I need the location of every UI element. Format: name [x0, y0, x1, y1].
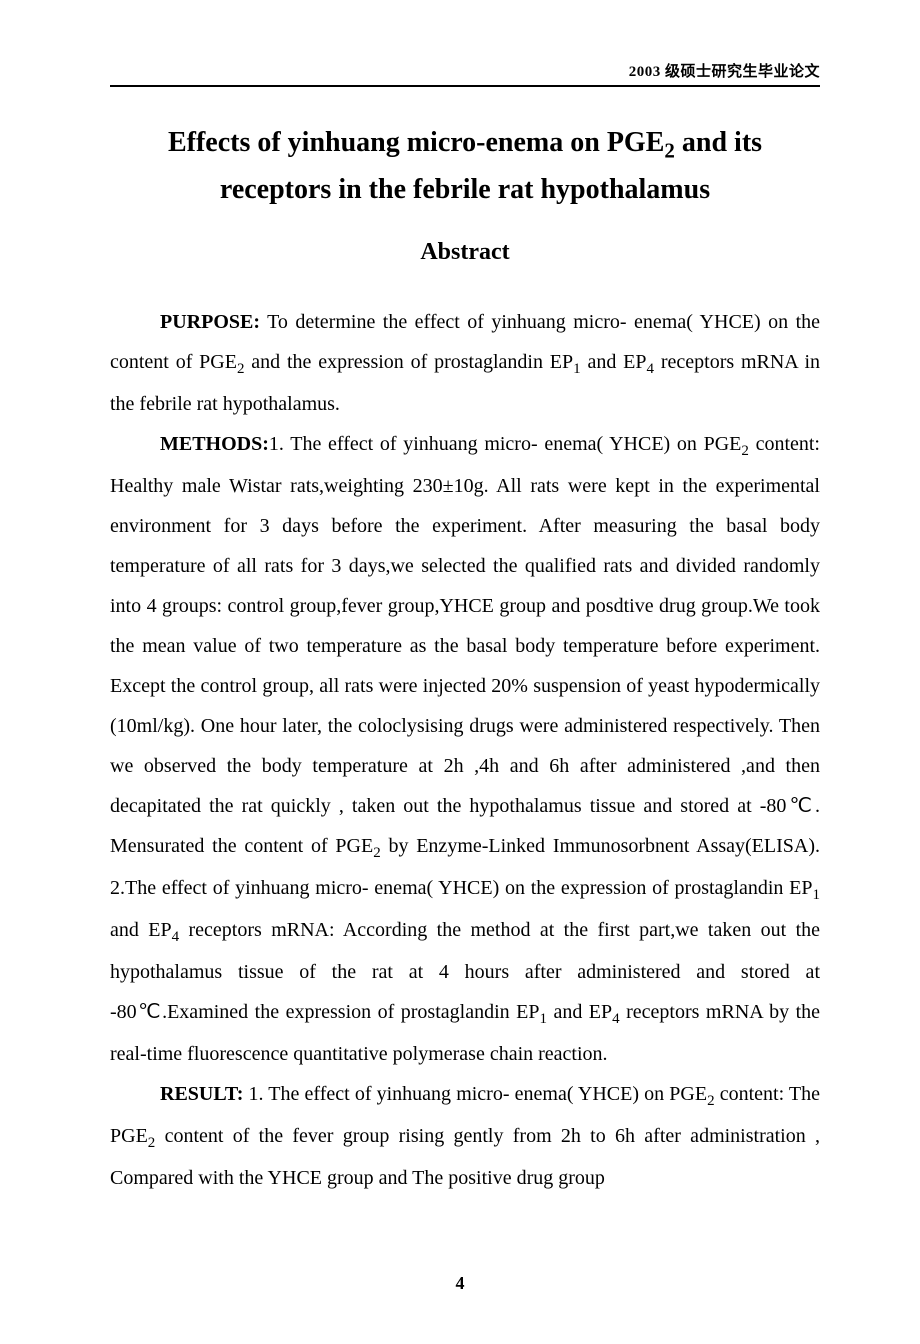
header-divider	[110, 85, 820, 87]
purpose-text-1: and the expression of prostaglandin EP	[244, 351, 573, 373]
result-paragraph: RESULT: 1. The effect of yinhuang micro-…	[110, 1074, 820, 1198]
title-sub1: 2	[664, 139, 675, 163]
result-sub-0: 2	[707, 1093, 715, 1109]
methods-text-0: 1. The effect of yinhuang micro- enema( …	[269, 433, 741, 455]
methods-sub-1: 2	[373, 845, 381, 861]
methods-paragraph: METHODS:1. The effect of yinhuang micro-…	[110, 424, 820, 1074]
page-number: 4	[0, 1273, 920, 1294]
purpose-sub-2: 4	[647, 361, 655, 377]
methods-text-5: and EP	[547, 1001, 612, 1023]
purpose-text-2: and EP	[581, 351, 647, 373]
result-text-0: 1. The effect of yinhuang micro- enema( …	[243, 1083, 707, 1105]
purpose-sub-1: 1	[573, 361, 581, 377]
paper-title: Effects of yinhuang micro-enema on PGE2 …	[110, 121, 820, 213]
methods-sub-5: 4	[612, 1011, 620, 1027]
methods-sub-3: 4	[172, 929, 180, 945]
methods-label: METHODS:	[160, 433, 269, 455]
purpose-paragraph: PURPOSE: To determine the effect of yinh…	[110, 302, 820, 424]
title-line1-part1: Effects of yinhuang micro-enema on PGE	[168, 127, 664, 158]
page-header: 2003 级硕士研究生毕业论文	[110, 60, 820, 81]
result-text-2: content of the fever group rising gently…	[110, 1125, 820, 1189]
methods-text-1: content: Healthy male Wistar rats,weight…	[110, 433, 820, 857]
purpose-label: PURPOSE:	[160, 311, 260, 333]
methods-sub-0: 2	[741, 443, 749, 459]
title-line1-part2: and its	[675, 127, 762, 158]
title-line2: receptors in the febrile rat hypothalamu…	[220, 174, 710, 205]
header-text: 2003 级硕士研究生毕业论文	[629, 64, 820, 80]
abstract-heading: Abstract	[110, 239, 820, 266]
abstract-body: PURPOSE: To determine the effect of yinh…	[110, 302, 820, 1198]
methods-text-3: and EP	[110, 919, 172, 941]
result-label: RESULT:	[160, 1083, 243, 1105]
methods-sub-4: 1	[539, 1011, 547, 1027]
methods-sub-2: 1	[813, 887, 821, 903]
